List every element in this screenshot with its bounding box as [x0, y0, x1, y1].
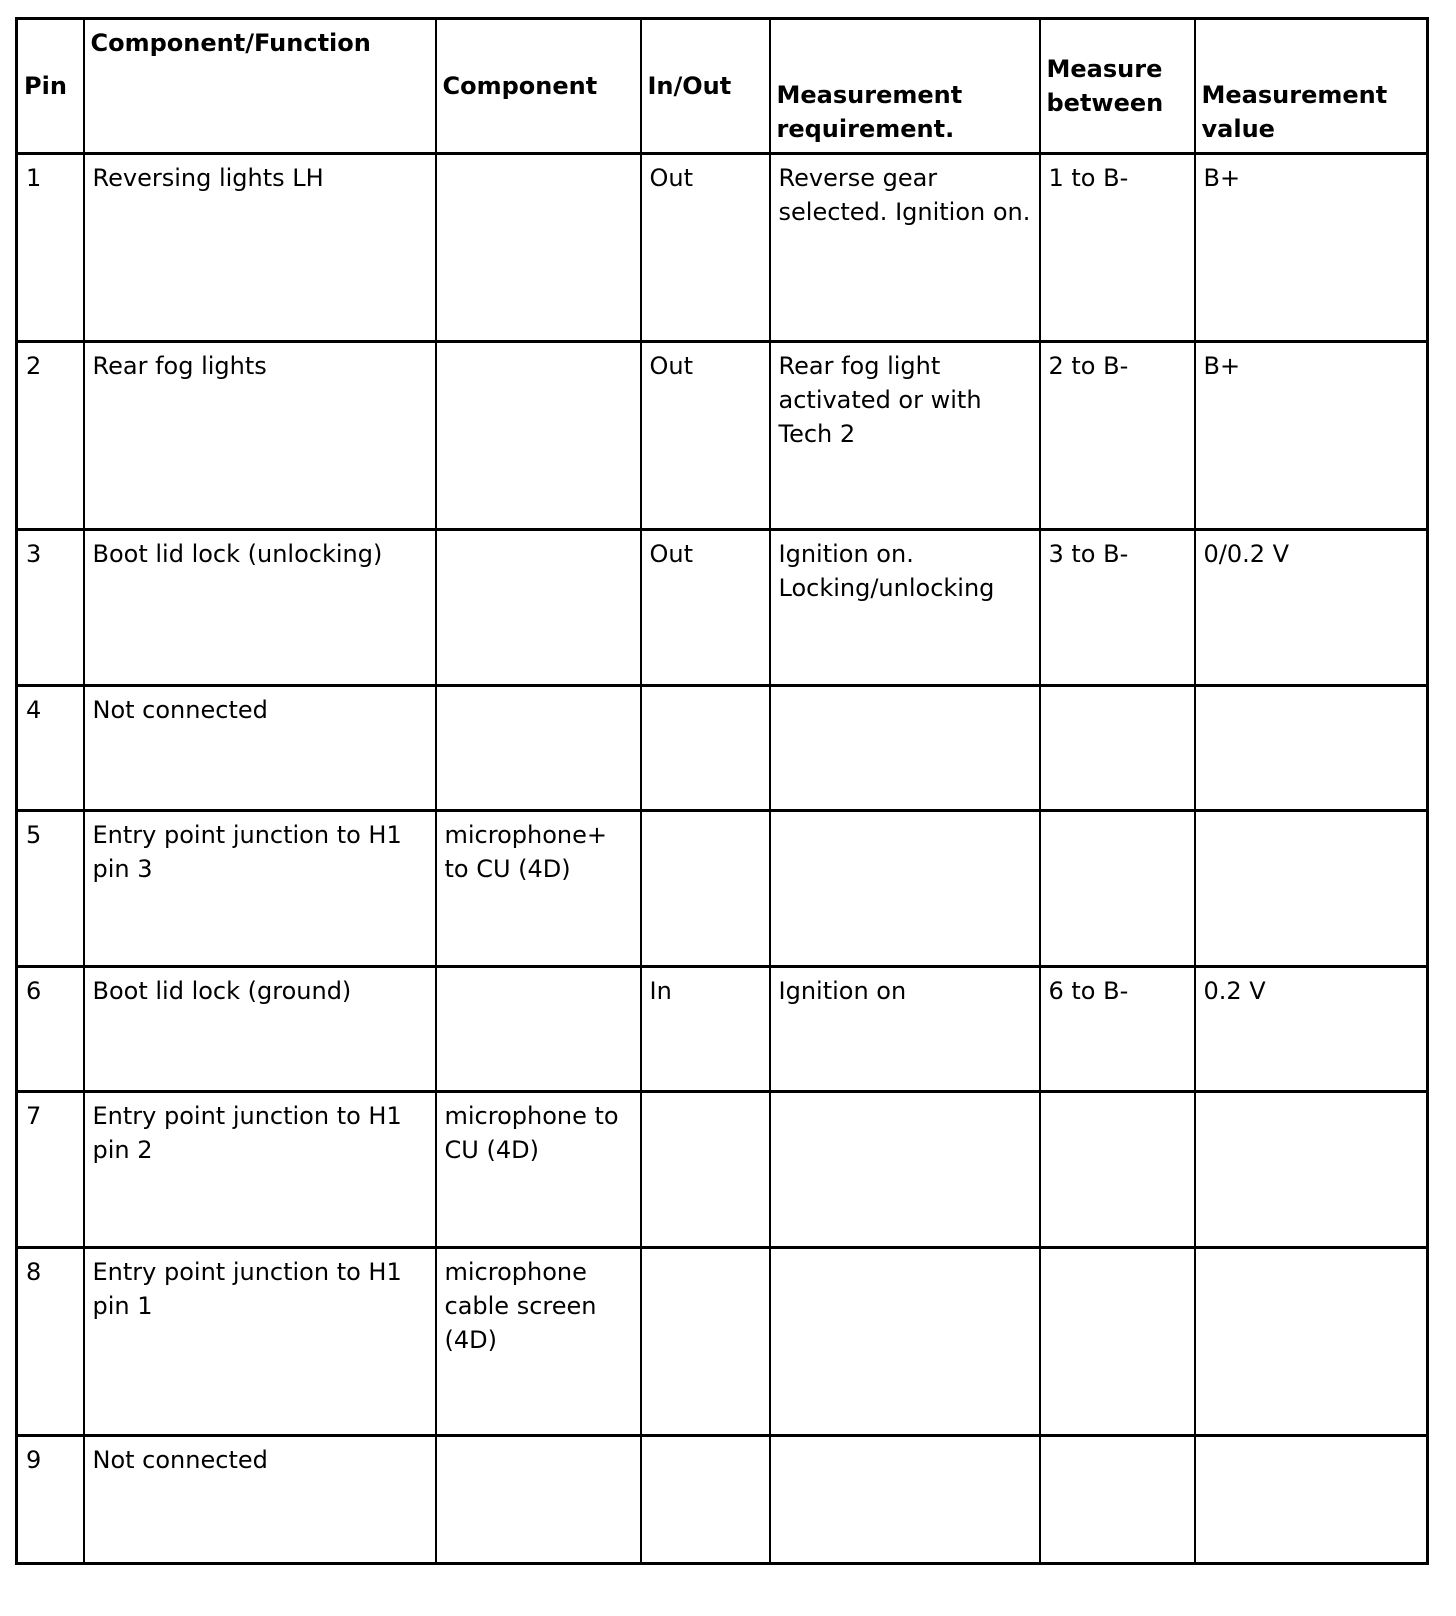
cell-in-out: Out — [639, 528, 771, 687]
header-measure-between: Measure between — [1038, 17, 1196, 155]
cell-measurement-requirement — [768, 1434, 1041, 1565]
cell-measurement-requirement — [768, 1246, 1041, 1437]
cell-measurement-value — [1193, 684, 1429, 812]
table-row: 2 Rear fog lights Out Rear fog light activa… — [15, 340, 1429, 531]
cell-pin: 3 — [15, 528, 85, 687]
table-row: 7 Entry point junction to H1 pin 2 microph… — [15, 1090, 1429, 1249]
cell-measurement-value — [1193, 809, 1429, 968]
cell-measure-between — [1038, 1090, 1196, 1249]
cell-pin: 2 — [15, 340, 85, 531]
cell-measure-between — [1038, 1434, 1196, 1565]
header-in-out: In/Out — [639, 17, 771, 155]
cell-measure-between — [1038, 809, 1196, 968]
cell-component-function: Rear fog lights — [82, 340, 437, 531]
table-row: 4 Not connected — [15, 684, 1429, 812]
cell-component — [434, 965, 642, 1093]
cell-pin: 4 — [15, 684, 85, 812]
header-measurement-requirement: Measurement requirement. — [768, 17, 1041, 155]
cell-measure-between: 3 to B- — [1038, 528, 1196, 687]
cell-component-function: Not connected — [82, 1434, 437, 1565]
header-component-function: Component/Function — [82, 17, 437, 155]
cell-measurement-requirement: Reverse gear selected. Ignition on. — [768, 152, 1041, 343]
cell-measurement-value — [1193, 1090, 1429, 1249]
cell-measurement-requirement — [768, 1090, 1041, 1249]
cell-measurement-value: 0/0.2 V — [1193, 528, 1429, 687]
cell-in-out — [639, 809, 771, 968]
cell-component-function: Reversing lights LH — [82, 152, 437, 343]
pin-measurement-table: Pin Component/Function Component In/Out … — [15, 17, 1429, 1565]
table-row: 1 Reversing lights LH Out Reverse gear sele… — [15, 152, 1429, 343]
cell-component — [434, 1434, 642, 1565]
cell-measurement-value — [1193, 1434, 1429, 1565]
cell-pin: 7 — [15, 1090, 85, 1249]
cell-component-function: Boot lid lock (unlocking) — [82, 528, 437, 687]
header-row: Pin Component/Function Component In/Out … — [15, 17, 1429, 155]
cell-in-out: Out — [639, 152, 771, 343]
cell-measure-between — [1038, 684, 1196, 812]
header-component: Component — [434, 17, 642, 155]
cell-measurement-requirement — [768, 809, 1041, 968]
cell-component: microphone+ to CU (4D) — [434, 809, 642, 968]
cell-in-out — [639, 1434, 771, 1565]
cell-measurement-value: B+ — [1193, 340, 1429, 531]
cell-component-function: Boot lid lock (ground) — [82, 965, 437, 1093]
table-row: 6 Boot lid lock (ground) In Ignition on 6 to… — [15, 965, 1429, 1093]
cell-pin: 8 — [15, 1246, 85, 1437]
cell-component — [434, 684, 642, 812]
cell-measure-between: 2 to B- — [1038, 340, 1196, 531]
table-body: 1 Reversing lights LH Out Reverse gear sele… — [15, 152, 1429, 1565]
table-row: 9 Not connected — [15, 1434, 1429, 1565]
cell-measurement-value: 0.2 V — [1193, 965, 1429, 1093]
cell-in-out: Out — [639, 340, 771, 531]
cell-component-function: Entry point junction to H1 pin 2 — [82, 1090, 437, 1249]
cell-in-out: In — [639, 965, 771, 1093]
cell-measurement-value — [1193, 1246, 1429, 1437]
table-row: 3 Boot lid lock (unlocking) Out Ignition on… — [15, 528, 1429, 687]
header-measurement-value: Measurement value — [1193, 17, 1429, 155]
cell-in-out — [639, 1090, 771, 1249]
cell-pin: 1 — [15, 152, 85, 343]
cell-component — [434, 340, 642, 531]
header-pin: Pin — [15, 17, 85, 155]
table-row: 8 Entry point junction to H1 pin 1 microph… — [15, 1246, 1429, 1437]
cell-component-function: Not connected — [82, 684, 437, 812]
cell-measurement-value: B+ — [1193, 152, 1429, 343]
cell-measurement-requirement: Ignition on — [768, 965, 1041, 1093]
cell-measurement-requirement: Ignition on. Locking/unlocking — [768, 528, 1041, 687]
cell-pin: 6 — [15, 965, 85, 1093]
cell-component-function: Entry point junction to H1 pin 1 — [82, 1246, 437, 1437]
cell-measurement-requirement — [768, 684, 1041, 812]
cell-pin: 9 — [15, 1434, 85, 1565]
cell-component: microphone cable screen (4D) — [434, 1246, 642, 1437]
cell-in-out — [639, 684, 771, 812]
table-row: 5 Entry point junction to H1 pin 3 microph… — [15, 809, 1429, 968]
cell-component-function: Entry point junction to H1 pin 3 — [82, 809, 437, 968]
cell-measure-between — [1038, 1246, 1196, 1437]
cell-in-out — [639, 1246, 771, 1437]
cell-pin: 5 — [15, 809, 85, 968]
cell-measurement-requirement: Rear fog light activated or with Tech 2 — [768, 340, 1041, 531]
cell-component: microphone to CU (4D) — [434, 1090, 642, 1249]
cell-measure-between: 1 to B- — [1038, 152, 1196, 343]
cell-component — [434, 528, 642, 687]
cell-component — [434, 152, 642, 343]
cell-measure-between: 6 to B- — [1038, 965, 1196, 1093]
